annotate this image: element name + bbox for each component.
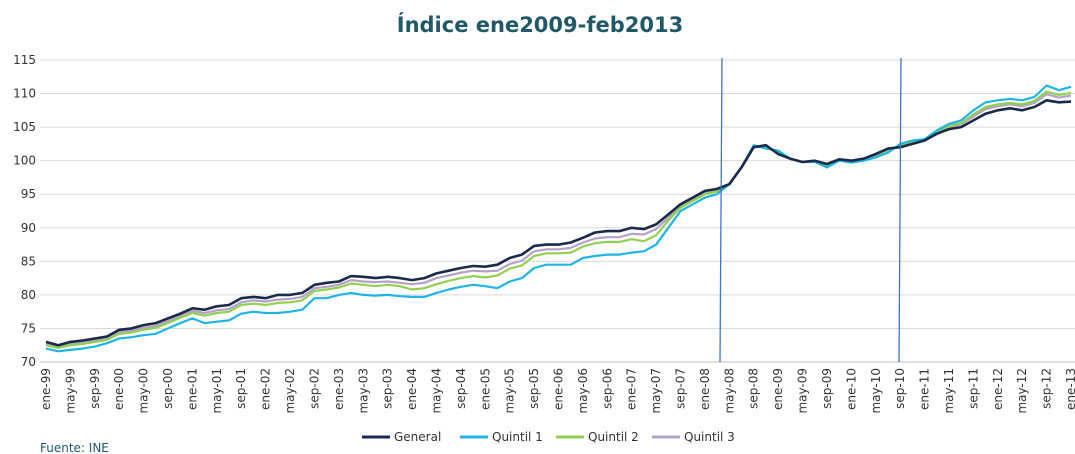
y-tick-label: 110 (13, 87, 36, 101)
y-tick-label: 95 (21, 187, 36, 201)
x-tick-label: sep-04 (454, 368, 468, 409)
x-tick-label: sep-02 (307, 368, 321, 409)
x-tick-label: may-11 (942, 368, 956, 414)
x-tick-label: sep-12 (1040, 368, 1054, 409)
y-tick-label: 105 (13, 120, 36, 134)
x-tick-label: may-02 (283, 368, 297, 414)
x-tick-label: ene-02 (259, 368, 273, 410)
y-tick-label: 75 (21, 321, 36, 335)
x-tick-label: sep-03 (381, 368, 395, 409)
x-tick-label: sep-11 (966, 368, 980, 409)
x-tick-label: ene-03 (332, 368, 346, 410)
x-tick-label: sep-05 (527, 368, 541, 409)
x-tick-label: sep-06 (600, 368, 614, 409)
legend-label: Quintil 3 (684, 430, 735, 444)
x-tick-label: ene-04 (405, 368, 419, 410)
x-tick-label: sep-01 (234, 368, 248, 409)
x-tick-label: ene-99 (39, 368, 53, 410)
x-tick-label: may-07 (649, 368, 663, 414)
y-tick-label: 115 (13, 53, 36, 67)
y-tick-label: 85 (21, 254, 36, 268)
x-tick-label: sep-00 (161, 368, 175, 409)
x-tick-label: ene-09 (771, 368, 785, 410)
x-tick-label: sep-99 (88, 368, 102, 409)
x-tick-label: may-00 (137, 368, 151, 414)
x-tick-label: ene-01 (185, 368, 199, 410)
x-tick-label: ene-07 (625, 368, 639, 410)
x-tick-label: may-01 (210, 368, 224, 414)
x-tick-label: may-10 (869, 368, 883, 414)
x-tick-label: may-08 (722, 368, 736, 414)
y-tick-label: 90 (21, 221, 36, 235)
x-tick-label: may-04 (429, 368, 443, 414)
x-tick-label: may-09 (796, 368, 810, 414)
y-tick-label: 80 (21, 288, 36, 302)
x-tick-label: ene-05 (478, 368, 492, 410)
x-tick-label: may-06 (576, 368, 590, 414)
source-note: Fuente: INE (40, 441, 109, 454)
legend-label: Quintil 2 (588, 430, 639, 444)
x-tick-label: ene-12 (991, 368, 1005, 410)
x-tick-label: sep-07 (674, 368, 688, 409)
x-tick-label: sep-09 (820, 368, 834, 409)
marker-line (719, 57, 723, 363)
x-tick-label: may-12 (1015, 368, 1029, 414)
y-tick-label: 100 (13, 154, 36, 168)
legend-label: Quintil 1 (492, 430, 543, 444)
x-tick-label: ene-10 (844, 368, 858, 410)
x-tick-label: sep-08 (747, 368, 761, 409)
x-tick-label: may-03 (356, 368, 370, 414)
chart-title: Índice ene2009-feb2013 (397, 12, 683, 37)
x-tick-label: ene-11 (918, 368, 932, 410)
x-tick-label: may-05 (503, 368, 517, 414)
legend-label: General (394, 430, 441, 444)
series-line (45, 99, 1072, 347)
x-tick-label: ene-00 (112, 368, 126, 410)
x-tick-label: ene-06 (552, 368, 566, 410)
x-tick-label: may-99 (63, 368, 77, 414)
x-tick-label: ene-08 (698, 368, 712, 410)
y-tick-label: 70 (21, 355, 36, 369)
x-tick-label: ene-13 (1064, 368, 1075, 410)
marker-line (898, 57, 902, 363)
x-tick-label: sep-10 (893, 368, 907, 409)
